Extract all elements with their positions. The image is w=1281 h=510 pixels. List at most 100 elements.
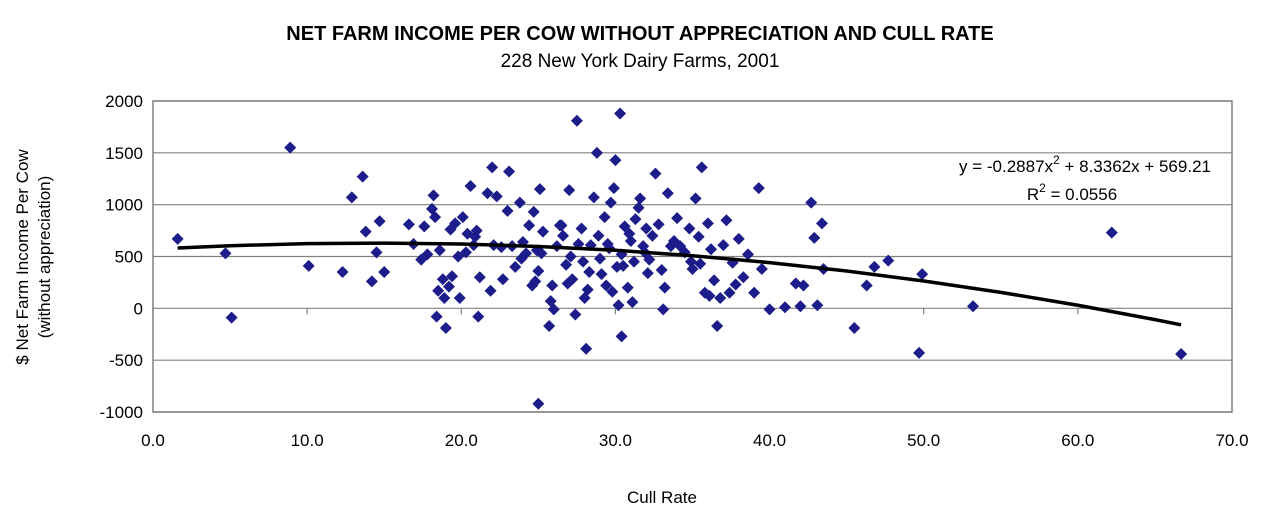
y-tick-label: 2000	[105, 92, 143, 111]
point	[708, 274, 721, 287]
point	[848, 322, 861, 335]
point	[668, 234, 681, 247]
point	[560, 258, 573, 271]
point	[225, 311, 238, 324]
y-axis-label: (without appreciation)	[35, 176, 54, 339]
point	[748, 286, 761, 299]
point	[439, 322, 452, 335]
point	[640, 222, 653, 235]
point	[575, 222, 588, 235]
point	[717, 239, 730, 252]
point	[714, 291, 727, 304]
point	[520, 247, 533, 260]
equation-exponent: 2	[1053, 153, 1060, 167]
point	[436, 273, 449, 286]
point	[720, 214, 733, 227]
y-tick-label: 0	[134, 299, 143, 318]
point	[490, 190, 503, 203]
point	[652, 218, 665, 231]
point	[564, 250, 577, 263]
point	[583, 266, 596, 279]
point	[617, 259, 630, 272]
point	[472, 310, 485, 323]
point	[430, 310, 443, 323]
point	[661, 187, 674, 200]
x-tick-label: 70.0	[1215, 431, 1248, 450]
x-tick-label: 40.0	[753, 431, 786, 450]
point	[607, 182, 620, 195]
x-tick-label: 10.0	[291, 431, 324, 450]
point	[729, 278, 742, 291]
point	[1175, 347, 1188, 360]
point	[557, 229, 570, 242]
point	[577, 255, 590, 268]
point	[219, 247, 232, 260]
point	[600, 279, 613, 292]
point	[623, 227, 636, 240]
point	[580, 342, 593, 355]
point	[345, 191, 358, 204]
point	[695, 161, 708, 174]
point	[359, 225, 372, 238]
equation-part: + 8.3362x + 569.21	[1060, 157, 1211, 176]
point	[723, 286, 736, 299]
point	[805, 196, 818, 209]
point	[421, 248, 434, 261]
chart-title: NET FARM INCOME PER COW WITHOUT APPRECIA…	[286, 23, 993, 45]
point	[171, 232, 184, 245]
point	[815, 217, 828, 230]
point	[916, 268, 929, 281]
point	[587, 191, 600, 204]
r-squared-exponent: 2	[1039, 181, 1046, 195]
point	[503, 165, 516, 178]
point	[692, 230, 705, 243]
point	[469, 230, 482, 243]
point	[967, 300, 980, 313]
point	[594, 252, 607, 265]
point	[496, 273, 509, 286]
point	[694, 257, 707, 270]
point	[626, 296, 639, 309]
point	[634, 192, 647, 205]
point	[570, 114, 583, 127]
points	[171, 107, 1188, 410]
point	[606, 285, 619, 298]
point	[432, 284, 445, 297]
point	[555, 219, 568, 232]
point	[646, 229, 659, 242]
y-tick-label: -1000	[100, 403, 143, 422]
r-squared-part: R	[1027, 185, 1039, 204]
point	[609, 154, 622, 167]
point	[536, 225, 549, 238]
trend-equation: y = -0.2887x2 + 8.3362x + 569.21	[959, 153, 1211, 176]
point	[378, 266, 391, 279]
point	[533, 183, 546, 196]
point	[657, 303, 670, 316]
point	[595, 268, 608, 281]
point	[752, 182, 765, 195]
point	[683, 222, 696, 235]
x-tick-label: 30.0	[599, 431, 632, 450]
point	[453, 291, 466, 304]
point	[509, 260, 522, 273]
point	[658, 281, 671, 294]
point	[336, 266, 349, 279]
r-squared: R2 = 0.0556	[1027, 181, 1117, 204]
point	[515, 252, 528, 265]
point	[1105, 226, 1118, 239]
point	[464, 180, 477, 193]
x-tick-label: 0.0	[141, 431, 165, 450]
trendline	[177, 241, 1182, 327]
point	[546, 279, 559, 292]
r-squared-part: = 0.0556	[1046, 185, 1117, 204]
point	[373, 215, 386, 228]
x-tick-label: 20.0	[445, 431, 478, 450]
point	[737, 271, 750, 284]
point	[566, 273, 579, 286]
point	[356, 170, 369, 183]
point	[415, 253, 428, 266]
point	[612, 299, 625, 312]
point	[442, 280, 455, 293]
point	[655, 263, 668, 276]
